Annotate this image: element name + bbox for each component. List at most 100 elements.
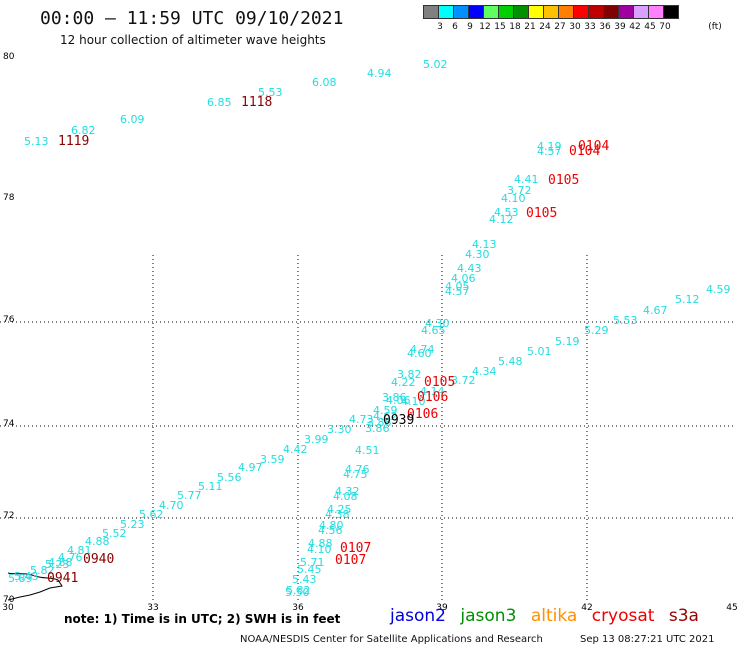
legend-label: 6 (452, 22, 458, 32)
axis-tick-labels: 30 33 36 39 42 45 80 78 76 74 72 70 (2, 52, 737, 613)
wave-height-label: 4.80 (319, 519, 344, 532)
legend-unit: (ft) (708, 22, 722, 32)
wave-height-label: 4.88 (85, 535, 110, 548)
wave-height-label: 5.13 (24, 135, 49, 148)
map-subtitle: 12 hour collection of altimeter wave hei… (60, 33, 326, 47)
wave-height-label: 4.13 (472, 238, 497, 251)
wave-height-label: 4.59 (373, 404, 398, 417)
map-title: 00:00 – 11:59 UTC 09/10/2021 (40, 8, 344, 29)
lat-tick-label: 78 (3, 193, 15, 203)
wave-height-label: 5.11 (198, 480, 223, 493)
wave-height-label: 3.59 (260, 453, 285, 466)
legend-label: 27 (554, 22, 566, 32)
wave-height-label: 4.06 (451, 272, 476, 285)
footer-note: note: 1) Time is in UTC; 2) SWH is in fe… (64, 612, 341, 626)
wave-height-label: 5.48 (498, 355, 523, 368)
wave-height-label: 5.43 (14, 570, 39, 583)
wave-height-label: 6.85 (207, 96, 232, 109)
wave-height-label: 5.45 (297, 563, 322, 576)
wave-height-label: 4.43 (457, 262, 482, 275)
legend-label: 33 (584, 22, 596, 32)
legend-label: 42 (629, 22, 641, 32)
lon-tick-label: 33 (147, 603, 158, 613)
wave-height-label: 4.94 (367, 67, 392, 80)
wave-height-label: 4.08 (333, 490, 358, 503)
wave-height-label: 5.77 (177, 489, 202, 502)
satellite-jason2: jason2 (390, 606, 446, 626)
wave-height-label: 3.88 (367, 416, 392, 429)
wave-height-label: 4.30 (465, 248, 490, 261)
wave-height-label: 4.25 (327, 503, 352, 516)
pass-time-label: 0941 (47, 571, 78, 586)
wave-height-label: 4.74 (410, 343, 435, 356)
wave-height-label: 5.82 (30, 564, 55, 577)
pass-time-label: 0940 (83, 552, 114, 567)
legend-label: 21 (524, 22, 536, 32)
wave-height-label: 4.06 (386, 394, 411, 407)
wave-height-label: 5.23 (45, 558, 70, 571)
legend-label: 24 (539, 22, 551, 32)
satellite-legend: jason2 jason3 altika cryosat s3a (390, 606, 708, 626)
wave-height-label: 5.23 (120, 518, 145, 531)
credit-line: NOAA/NESDIS Center for Satellite Applica… (240, 634, 543, 645)
legend-label: 12 (479, 22, 491, 32)
pass-time-label: 0104 (569, 144, 600, 159)
legend-label: 3 (437, 22, 443, 32)
wave-height-label: 5.50 (285, 586, 310, 599)
wave-height-label: 4.53 (494, 206, 519, 219)
satellite-altika: altika (530, 606, 578, 626)
lon-tick-label: 30 (2, 603, 14, 613)
legend-label: 18 (509, 22, 521, 32)
legend-label: 70 (659, 22, 671, 32)
lon-tick-label: 45 (726, 603, 737, 613)
wave-height-label: 4.10 (401, 395, 426, 408)
wave-height-label: 4.73 (349, 413, 374, 426)
wave-height-label: 4.60 (407, 347, 432, 360)
pass-time-label: 1119 (58, 134, 89, 149)
wave-height-label: 5.53 (258, 86, 283, 99)
wave-height-label: 4.10 (307, 543, 332, 556)
wave-height-label: 5.02 (423, 58, 448, 71)
wave-height-label: 4.65 (421, 324, 446, 337)
wave-height-label: 4.10 (501, 192, 526, 205)
wave-height-label: 4.76 (58, 551, 83, 564)
legend-swatch (663, 5, 679, 19)
wave-height-label: 5.12 (675, 293, 700, 306)
wave-height-label: 4.32 (335, 485, 360, 498)
wave-height-label: 4.38 (325, 508, 350, 521)
wave-height-label: 4.56 (318, 524, 343, 537)
legend-swatches (423, 5, 679, 19)
wave-height-label: 4.42 (283, 443, 308, 456)
satellite-jason3: jason3 (460, 606, 517, 626)
satellite-s3a: s3a (668, 606, 699, 626)
legend-label: 9 (467, 22, 473, 32)
wave-height-label: 6.82 (71, 124, 96, 137)
wave-height-label: 6.08 (312, 76, 337, 89)
lat-tick-label: 76 (3, 315, 15, 325)
wave-height-label: 3.99 (304, 433, 329, 446)
wave-height-label: 4.30 (425, 317, 450, 330)
wave-height-label: 5.19 (555, 335, 580, 348)
lat-tick-label: 80 (3, 52, 15, 62)
satellite-cryosat: cryosat (591, 606, 655, 626)
wave-height-label: 4.19 (537, 140, 562, 153)
pass-time-labels: 1119111801040104010501050105010601060939… (47, 95, 609, 586)
pass-time-label: 0106 (407, 407, 438, 422)
wave-height-label: 4.22 (391, 376, 416, 389)
wave-height-label: 3.72 (451, 374, 476, 387)
pass-time-label: 0105 (424, 375, 455, 390)
wave-height-label: 4.81 (67, 544, 92, 557)
wave-height-label: 3.30 (327, 423, 352, 436)
map-grid (0, 255, 735, 600)
wave-height-label: 5.82 (286, 584, 311, 597)
wave-height-label: 4.57 (445, 285, 470, 298)
wave-height-label: 5.01 (527, 345, 552, 358)
wave-height-label: 4.34 (472, 365, 497, 378)
wave-height-label: 4.75 (343, 468, 368, 481)
wave-height-label: 4.88 (48, 556, 73, 569)
legend-label: 45 (644, 22, 656, 32)
wave-height-label: 4.70 (159, 499, 184, 512)
wave-height-label: 3.86 (365, 422, 390, 435)
pass-time-label: 0105 (548, 173, 579, 188)
